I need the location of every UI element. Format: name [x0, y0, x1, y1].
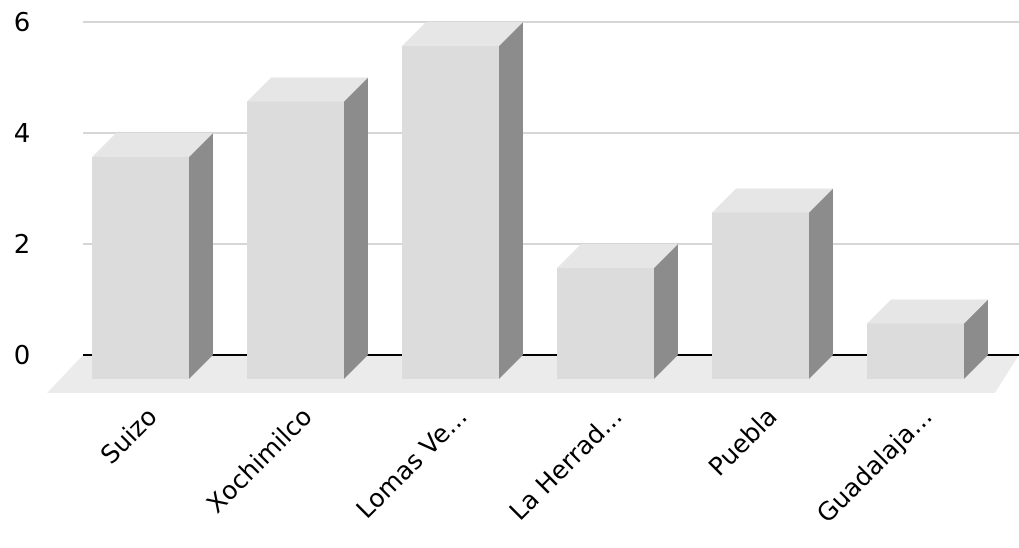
bar-side-face [499, 22, 523, 379]
gridline-layer [83, 21, 1019, 356]
bars-layer [92, 22, 988, 379]
bar [712, 188, 833, 379]
bar-top-face [712, 188, 833, 213]
bar-side-face [809, 188, 833, 379]
bar-front-face [402, 46, 499, 379]
bar [402, 22, 523, 379]
bar-top-face [557, 244, 678, 268]
bar [557, 244, 678, 379]
x-tick-label: Xochimilco [201, 402, 318, 519]
x-tick-label: Lomas Ve... [351, 402, 473, 524]
x-tick-label: La Herrad... [504, 402, 628, 526]
bar-side-face [189, 133, 213, 379]
bar [867, 299, 988, 379]
y-tick-label: 4 [14, 119, 31, 149]
x-axis-category-labels: Suizo Xochimilco Lomas Ve... La Herrad... Pu… [95, 402, 938, 529]
bar-front-face [247, 101, 344, 379]
bar-side-face [344, 77, 368, 379]
y-tick-label: 2 [14, 230, 31, 260]
bar-front-face [557, 268, 654, 379]
bar-side-face [654, 244, 678, 379]
bar-top-face [402, 22, 523, 46]
bar-side-face [964, 299, 988, 379]
bar-front-face [92, 157, 189, 379]
x-tick-label: Guadalaja... [811, 402, 938, 529]
bar [92, 133, 213, 379]
bar-top-face [247, 77, 368, 102]
x-tick-label: Suizo [95, 402, 163, 470]
bar-top-face [867, 299, 988, 324]
bar-top-face [92, 133, 213, 157]
y-tick-label: 0 [14, 341, 31, 371]
y-tick-label: 6 [14, 8, 31, 38]
bar-front-face [712, 212, 809, 379]
x-tick-label: Puebla [703, 402, 783, 482]
y-axis-tick-labels: 0 2 4 6 [14, 8, 31, 371]
bar-front-face [867, 323, 964, 379]
bar [247, 77, 368, 379]
